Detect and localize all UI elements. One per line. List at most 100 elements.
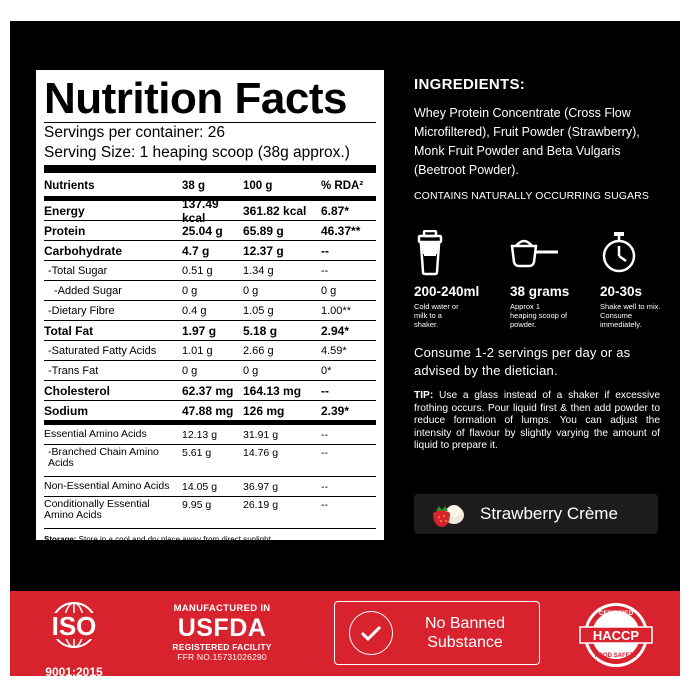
value-per-serving: 47.88 mg [182,403,234,418]
value-per-100g: 65.89 g [243,223,284,238]
haccp-certified: CERTIFIED [599,610,634,617]
stopwatch-icon [602,232,636,273]
table-row: Carbohydrate 4.7 g 12.37 g -- [44,241,376,261]
nutrient-name: -Trans Fat [48,364,99,377]
table-row: Sodium 47.88 mg 126 mg 2.39* [44,401,376,421]
tip-label: TIP: [414,390,434,401]
flavor-badge: Strawberry Crème [414,494,658,534]
haccp-badge: CERTIFIED HACCP FOOD SAFETY [579,603,653,667]
iso-standard: 9001:2015 [45,665,103,679]
usage-shake: 20-30s Shake well to mix. Consume immedi… [600,230,680,329]
header-per-100g: 100 g [243,179,273,192]
storage-label: Storage: [44,535,77,544]
table-row: Energy 137.49 kcal 361.82 kcal 6.87* [44,197,376,225]
iso-mark: ISO [52,611,97,641]
value-rda: -- [321,428,328,441]
usage-water: 200-240ml Cold water or milk to a shaker… [414,230,494,329]
table-row: Total Fat 1.97 g 5.18 g 2.94* [44,321,376,341]
value-per-serving: 5.61 g [182,447,212,459]
serving-size: Serving Size: 1 heaping scoop (38g appro… [44,144,350,161]
value-rda: 6.87* [321,203,350,218]
header-rda: % RDA² [321,179,364,192]
nutrient-name: -Total Sugar [48,264,108,277]
value-rda: 1.00** [321,304,351,317]
servings-per-container: Servings per container: 26 [44,124,225,141]
nutrient-name: Sodium [44,403,88,418]
value-rda: 46.37** [321,223,361,238]
value-per-serving: 62.37 mg [182,383,234,398]
table-row: -Added Sugar 0 g 0 g 0 g [44,281,376,301]
iso-badge: ISO 9001:2015 [32,599,116,679]
divider [44,122,376,123]
banned-text: No Banned Substance [424,615,506,651]
value-per-serving: 137.49 kcal [182,196,219,225]
value-per-100g: 26.19 g [243,499,279,511]
value-per-serving: 1.97 g [182,323,217,338]
usage-powder: 38 grams Approx 1 heaping scoop of powde… [510,230,590,329]
fda-main: USFDA [177,614,267,642]
usage-sub: Shake well to mix. Consume immediately. [600,302,661,329]
table-row: -Total Sugar 0.51 g 1.34 g -- [44,261,376,281]
checkmark-icon [349,611,393,655]
usage-label: 20-30s [600,284,643,299]
value-per-100g: 361.82 kcal [243,203,307,218]
usage-sub: Cold water or milk to a shaker. [414,302,459,329]
amino-row: Essential Amino Acids 12.13 g 31.91 g -- [44,425,376,445]
fda-top: MANUFACTURED IN [173,603,271,614]
strawberry-cream-icon [433,505,464,527]
value-per-100g: 126 mg [243,403,285,418]
value-per-100g: 2.66 g [243,344,274,357]
value-per-serving: 12.13 g [182,428,218,441]
consume-instructions: Consume 1-2 servings per day or as advis… [414,345,631,378]
amino-row: -Branched Chain Amino Acids 5.61 g 14.76… [44,445,376,477]
nutrient-name: Cholesterol [44,383,111,398]
value-rda: -- [321,264,329,277]
value-per-100g: 5.18 g [243,323,278,338]
amino-row: Conditionally Essential Amino Acids 9.95… [44,497,376,529]
nutrient-name: Carbohydrate [44,243,123,258]
header-per-serving: 38 g [182,179,206,192]
ingredients-title: INGREDIENTS: [414,76,526,93]
header-nutrients: Nutrients [44,179,95,192]
fda-registered: REGISTERED FACILITY [172,642,272,652]
nutrient-name: -Branched Chain Amino Acids [48,446,159,469]
shaker-icon [417,230,443,276]
value-per-serving: 1.01 g [182,344,213,357]
table-row: -Dietary Fibre 0.4 g 1.05 g 1.00** [44,301,376,321]
value-per-100g: 1.05 g [243,304,274,317]
value-rda: 4.59* [321,344,347,357]
value-per-serving: 4.7 g [182,243,210,258]
value-per-serving: 0.4 g [182,304,207,317]
nutrient-name: -Dietary Fibre [48,304,115,317]
value-rda: 0 g [321,284,337,297]
sugars-note: CONTAINS NATURALLY OCCURRING SUGARS [414,190,649,202]
table-row: Protein 25.04 g 65.89 g 46.37** [44,221,376,241]
value-per-serving: 0 g [182,364,198,377]
flavor-name: Strawberry Crème [480,504,618,523]
value-per-serving: 25.04 g [182,223,223,238]
table-row: -Saturated Fatty Acids 1.01 g 2.66 g 4.5… [44,341,376,361]
value-rda: 0* [321,364,332,377]
value-rda: 2.94* [321,323,350,338]
value-per-100g: 12.37 g [243,243,284,258]
ingredients-text: Whey Protein Concentrate (Cross Flow Mic… [414,106,640,177]
nutrition-facts-table: Nutrition Facts Servings per container: … [36,70,384,544]
usage-label: 200-240ml [414,284,480,299]
nutrient-name: Protein [44,223,86,238]
value-per-100g: 36.97 g [243,480,279,493]
amino-row: Non-Essential Amino Acids 14.05 g 36.97 … [44,477,376,497]
value-per-serving: 14.05 g [182,480,218,493]
value-per-100g: 0 g [243,284,259,297]
value-per-100g: 14.76 g [243,447,279,459]
storage-text: Store in a cool and dry place away from … [76,535,273,544]
value-rda: -- [321,480,328,493]
fda-ffr: FFR NO.15731026290 [177,652,267,662]
table-row: -Trans Fat 0 g 0 g 0* [44,361,376,381]
mid-divider [44,197,376,201]
value-rda: -- [321,447,328,459]
tip-body: Use a glass instead of a shaker if exces… [414,390,660,451]
value-per-serving: 0.51 g [182,264,213,277]
value-per-100g: 31.91 g [243,428,279,441]
table-header-row: Nutrients 38 g 100 g % RDA² [44,175,376,197]
nutrient-name: Energy [44,203,85,218]
